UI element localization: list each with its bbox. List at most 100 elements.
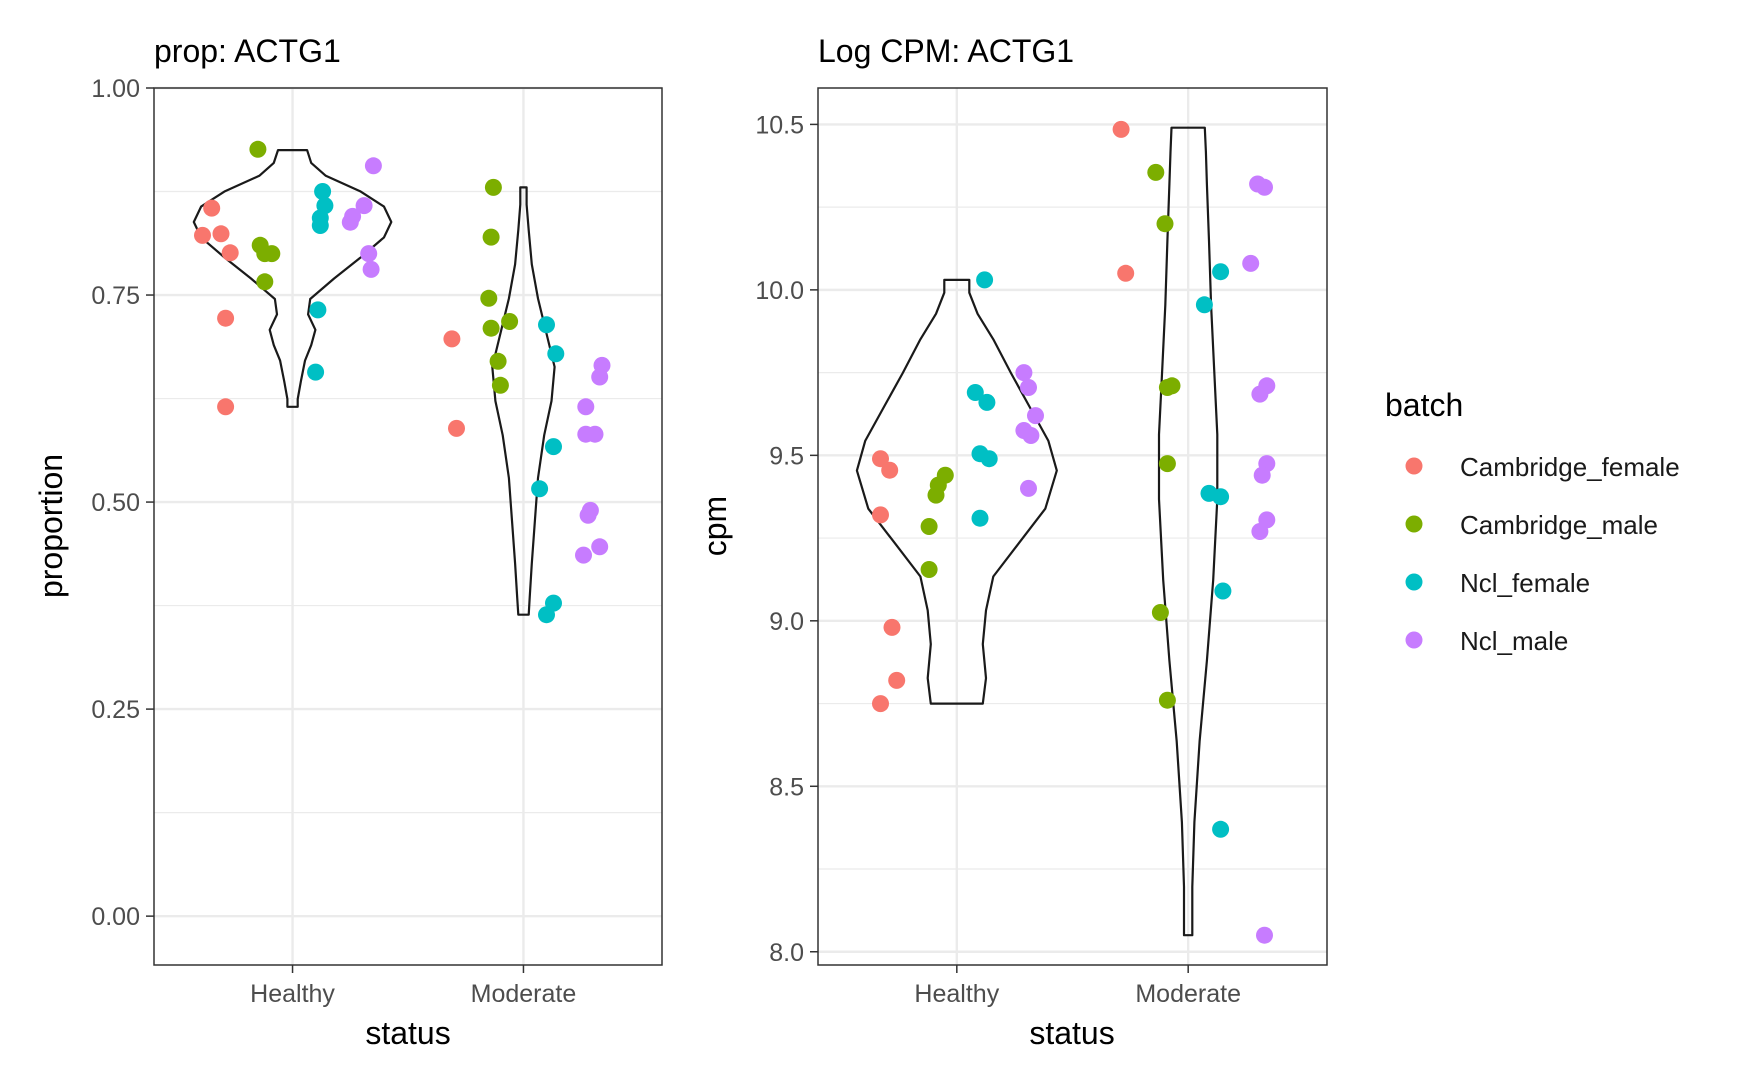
data-point xyxy=(311,217,329,234)
y-tick-label: 10.0 xyxy=(755,277,804,305)
data-point xyxy=(203,199,221,217)
legend-item-cambridge-female: Cambridge_female xyxy=(1405,452,1680,482)
data-point xyxy=(1156,215,1174,233)
data-point xyxy=(872,695,889,713)
legend-label: Ncl_female xyxy=(1460,568,1590,598)
data-point xyxy=(531,480,549,498)
data-point xyxy=(966,384,984,401)
data-point xyxy=(586,425,604,443)
data-point xyxy=(920,518,938,535)
x-tick-label: Healthy xyxy=(250,980,335,1008)
data-point xyxy=(1256,926,1273,944)
data-point xyxy=(1253,466,1271,484)
y-tick-label: 8.0 xyxy=(769,939,804,967)
legend-key xyxy=(1405,573,1423,591)
data-point xyxy=(491,376,509,394)
violins xyxy=(855,126,1219,937)
legend-title: batch xyxy=(1385,387,1463,423)
y-axis-title: cpm xyxy=(697,496,733,556)
axis-ticks: 0.00 0.25 0.50 0.75 1.00 Healthy Moderate xyxy=(91,75,576,1008)
data-point xyxy=(920,561,938,578)
data-point xyxy=(591,368,609,386)
data-point xyxy=(360,245,378,263)
data-point xyxy=(1020,379,1037,396)
data-point xyxy=(263,245,281,263)
plot-frame xyxy=(817,87,1328,966)
y-tick-label: 8.5 xyxy=(769,773,804,801)
y-tick-label: 1.00 xyxy=(91,75,140,103)
data-point xyxy=(1195,296,1213,314)
data-point xyxy=(545,438,562,456)
data-point xyxy=(355,197,373,215)
data-point xyxy=(1251,523,1269,540)
data-point xyxy=(364,157,382,175)
data-point xyxy=(484,178,502,196)
data-point xyxy=(1117,264,1135,282)
legend-key xyxy=(1405,457,1423,475)
data-point xyxy=(1112,120,1130,138)
data-point xyxy=(256,273,274,291)
data-point xyxy=(501,313,519,330)
y-tick-label: 9.0 xyxy=(769,608,804,636)
plot-frame xyxy=(153,87,663,966)
data-point xyxy=(1158,455,1176,473)
data-point xyxy=(538,316,555,334)
data-point xyxy=(881,461,899,479)
legend: batch Cambridge_female Cambridge_male Nc… xyxy=(1385,387,1680,656)
data-point xyxy=(872,506,889,524)
data-point xyxy=(1022,427,1040,444)
data-point xyxy=(1251,385,1269,403)
x-axis-title: status xyxy=(365,1015,450,1051)
data-point xyxy=(1212,488,1230,506)
data-point xyxy=(217,398,235,416)
y-tick-label: 0.00 xyxy=(91,903,140,931)
legend-label: Ncl_male xyxy=(1460,626,1568,656)
data-point xyxy=(547,345,565,363)
y-tick-label: 10.5 xyxy=(755,111,804,139)
data-point xyxy=(341,213,359,231)
data-point xyxy=(883,618,901,636)
violin-moderate xyxy=(1157,126,1219,937)
gridlines xyxy=(818,88,1327,965)
panel-prop-actg1: prop: ACTG1 0.00 0.25 0.50 0.75 1.00 Healthy M… xyxy=(33,33,663,1051)
data-point xyxy=(1158,691,1176,709)
legend-item-cambridge-male: Cambridge_male xyxy=(1405,510,1658,540)
panel-title: Log CPM: ACTG1 xyxy=(818,33,1074,69)
data-point xyxy=(1015,364,1033,382)
x-tick-label: Moderate xyxy=(1135,980,1241,1008)
y-tick-label: 0.25 xyxy=(91,696,140,724)
data-point xyxy=(538,606,555,624)
data-point xyxy=(443,330,461,348)
data-point xyxy=(872,450,889,468)
data-point xyxy=(1212,263,1230,281)
data-point xyxy=(1242,254,1260,272)
data-point xyxy=(971,509,989,527)
panel-log-cpm-actg1: Log CPM: ACTG1 8.0 8.5 9.0 9.5 10.0 10.5 Healt… xyxy=(697,33,1328,1051)
data-point xyxy=(1256,178,1273,196)
data-point xyxy=(927,486,945,504)
data-point xyxy=(448,419,465,437)
data-point xyxy=(976,271,994,289)
data-point xyxy=(575,546,592,564)
data-point xyxy=(362,260,380,278)
data-point xyxy=(888,671,906,689)
data-point xyxy=(489,352,507,370)
data-point xyxy=(309,301,327,319)
data-point xyxy=(221,244,239,262)
data-points xyxy=(872,120,1276,944)
data-point xyxy=(480,289,498,307)
legend-key xyxy=(1405,515,1423,533)
y-tick-label: 0.50 xyxy=(91,489,140,517)
legend-item-ncl-male: Ncl_male xyxy=(1405,626,1568,656)
legend-label: Cambridge_female xyxy=(1460,452,1680,482)
y-tick-label: 0.75 xyxy=(91,282,140,310)
data-point xyxy=(217,309,235,327)
data-point xyxy=(1027,407,1044,425)
data-point xyxy=(1020,479,1037,497)
y-axis-title: proportion xyxy=(33,454,69,598)
data-point xyxy=(579,506,597,524)
data-point xyxy=(314,183,332,200)
y-tick-label: 9.5 xyxy=(769,442,804,470)
data-point xyxy=(591,538,609,556)
